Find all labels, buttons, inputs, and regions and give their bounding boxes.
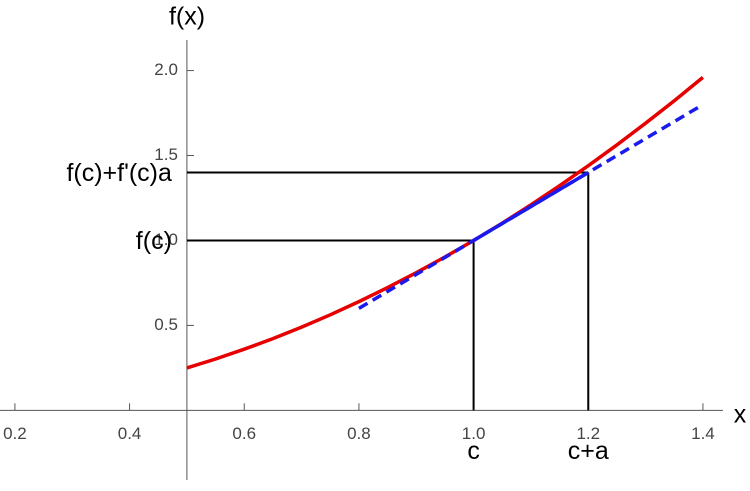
x-tick-label: 0.8 [347,424,371,443]
y-tick-label: 1.5 [154,145,178,164]
x-tick-label: 0.4 [118,424,142,443]
y-tick-label: 1.0 [154,230,178,249]
y-tick-label: 2.0 [154,60,178,79]
y-axis-label: f(x) [169,3,205,31]
guide-y-label: f(c) [136,227,172,255]
x-tick-label: 1.4 [691,424,715,443]
guide-y-label: f(c)+f'(c)a [66,159,172,187]
line-series [186,76,705,370]
line-series [472,170,590,243]
x-tick-label: 0.2 [3,424,27,443]
guide-x-label: c [467,437,480,465]
x-tick-label: 1.0 [462,424,486,443]
x-tick-label: 0.6 [232,424,256,443]
x-axis-label: x [734,401,747,429]
x-tick-label: 1.2 [576,424,600,443]
guide-x-label: c+a [568,437,609,465]
y-tick-label: 0.5 [154,315,178,334]
